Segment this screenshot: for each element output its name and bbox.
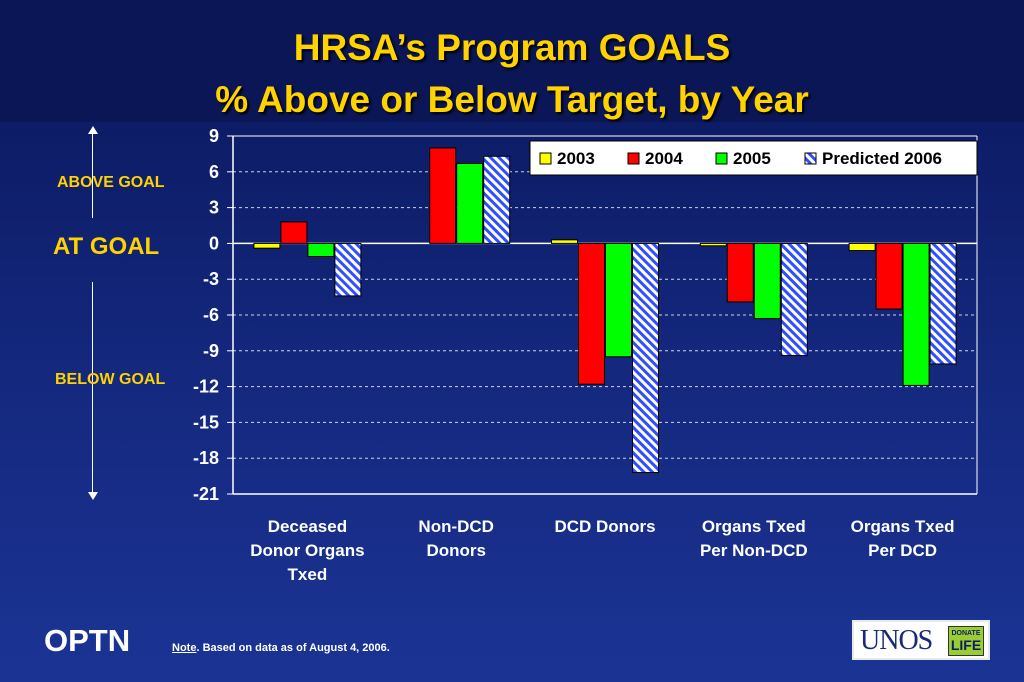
legend-swatch <box>715 152 728 165</box>
x-category-label: Organs Txed <box>851 517 955 536</box>
bar <box>578 242 605 385</box>
bar <box>253 242 281 249</box>
at-goal-label: AT GOAL <box>53 233 160 260</box>
x-category-label: Non-DCD <box>418 517 494 536</box>
x-category-label: Organs Txed <box>702 517 806 536</box>
chart-subtitle: % Above or Below Target, by Year <box>215 79 809 120</box>
y-tick-label: -3 <box>203 269 219 289</box>
y-tick-label: 9 <box>209 126 219 146</box>
donate-badge-top: DONATE <box>951 630 981 637</box>
note-label: Note <box>172 642 197 654</box>
bar <box>429 147 457 244</box>
x-category-label: DCD Donors <box>554 517 655 536</box>
bar <box>699 242 727 247</box>
bar <box>307 242 335 258</box>
bar-chart: 9 6 3 0 -3 -6 -9 -12 -15 -18 -21 Deceased Donor Orga… <box>193 126 978 584</box>
y-tick-label: 3 <box>209 198 219 218</box>
legend-swatch <box>804 152 817 165</box>
bar <box>929 242 957 365</box>
x-category-label: Per DCD <box>868 541 937 560</box>
bar <box>848 242 876 252</box>
bar <box>902 242 930 386</box>
y-tick-label: -21 <box>193 484 219 504</box>
y-tick-label: 6 <box>209 162 219 182</box>
optn-logo: OPTN <box>44 623 131 658</box>
legend-label: Predicted 2006 <box>822 149 942 168</box>
bar <box>483 155 511 244</box>
legend-swatch <box>539 152 552 165</box>
bar <box>605 242 632 358</box>
donate-life-badge: DONATE LIFE <box>948 626 984 656</box>
x-category-label: Per Non-DCD <box>700 541 808 560</box>
chart-title: HRSA’s Program GOALS <box>293 27 731 68</box>
legend-label: 2005 <box>733 149 771 168</box>
x-category-label: Txed <box>288 565 328 584</box>
x-category-label: Donors <box>426 541 486 560</box>
bar <box>726 242 754 303</box>
y-tick-label: -15 <box>193 412 219 432</box>
below-goal-line <box>92 282 93 494</box>
x-category-label: Donor Organs <box>250 541 364 560</box>
y-tick-label: -6 <box>203 305 219 325</box>
bar <box>753 242 781 320</box>
legend-swatch <box>627 152 640 165</box>
bar <box>875 242 903 310</box>
note-text: . Based on data as of August 4, 2006. <box>196 642 390 654</box>
footnote: Note. Based on data as of August 4, 2006… <box>172 642 390 654</box>
y-tick-label: -9 <box>203 341 219 361</box>
unos-logo: UNOS DONATE LIFE <box>852 620 990 660</box>
title-band <box>0 0 1024 122</box>
bar <box>280 221 308 244</box>
up-arrow-icon <box>88 126 98 134</box>
down-arrow-icon <box>88 492 98 500</box>
bar <box>334 242 362 297</box>
unos-logo-text: UNOS <box>860 625 933 656</box>
y-tick-label: -18 <box>193 448 219 468</box>
below-goal-label: BELOW GOAL <box>55 371 166 388</box>
bar <box>632 242 659 474</box>
above-goal-label: ABOVE GOAL <box>57 174 165 191</box>
legend-label: 2003 <box>557 149 595 168</box>
bar <box>780 242 808 357</box>
bar <box>551 239 578 244</box>
y-tick-label: -12 <box>193 377 219 397</box>
bar <box>456 162 484 244</box>
legend-label: 2004 <box>645 149 683 168</box>
above-goal-line <box>92 132 93 218</box>
x-category-label: Deceased <box>268 517 347 536</box>
y-tick-label: 0 <box>209 233 219 253</box>
legend-box <box>529 140 978 176</box>
donate-badge-bottom: LIFE <box>950 637 982 653</box>
